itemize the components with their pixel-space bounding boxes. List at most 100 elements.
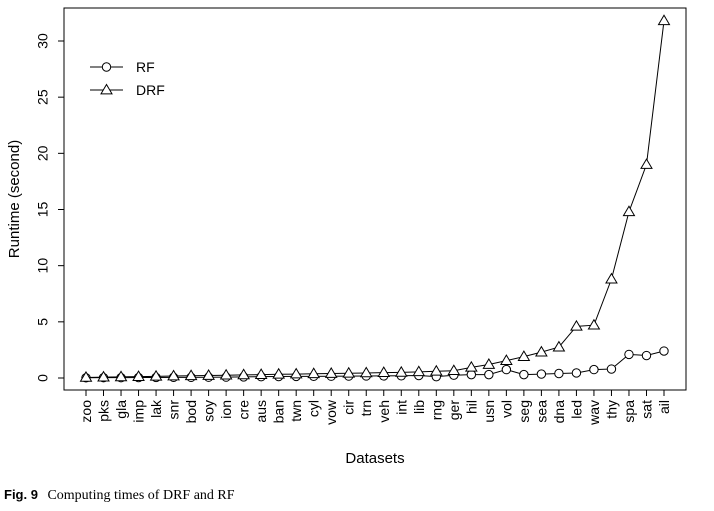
- x-tick-label: snr: [166, 400, 182, 420]
- legend-marker: [100, 83, 113, 95]
- x-tick-label: spa: [621, 400, 637, 423]
- figure-caption: Fig. 9 Computing times of DRF and RF: [4, 487, 235, 504]
- x-tick-label: lak: [148, 399, 164, 418]
- y-tick-label: 0: [35, 374, 51, 382]
- drf-point: [289, 367, 303, 379]
- drf-point: [272, 367, 286, 379]
- rf-point: [484, 369, 494, 380]
- rf-point: [466, 369, 477, 380]
- figure-caption-text: Computing times of DRF and RF: [47, 488, 235, 503]
- legend: RF DRF: [90, 59, 165, 98]
- drf-point: [622, 205, 636, 217]
- drf-point: [464, 360, 478, 372]
- x-tick-label: cre: [236, 400, 252, 420]
- x-tick-label: sea: [533, 400, 549, 423]
- x-axis: zoo pks gla imp lak snr bod soy ion cre aus ban twn c…: [78, 390, 672, 426]
- drf-point: [447, 364, 461, 376]
- series-layer: [79, 14, 671, 383]
- x-tick-label: trn: [358, 400, 374, 416]
- x-tick-label: vow: [323, 399, 339, 425]
- x-tick-label: ion: [218, 400, 234, 419]
- y-tick-label: 5: [35, 318, 51, 326]
- y-tick-label: 10: [35, 258, 51, 274]
- drf-point: [570, 319, 583, 331]
- x-tick-label: veh: [376, 400, 392, 423]
- drf-point: [359, 366, 373, 378]
- x-tick-label: sat: [638, 400, 654, 419]
- rf-point: [554, 368, 564, 379]
- x-tick-label: seg: [516, 400, 532, 423]
- x-tick-label: rng: [428, 400, 444, 420]
- rf-point: [641, 350, 652, 361]
- drf-point: [429, 364, 443, 376]
- drf-point: [202, 369, 215, 380]
- y-tick-label: 30: [35, 33, 51, 49]
- drf-point: [149, 369, 163, 381]
- rf-point: [659, 346, 669, 356]
- drf-point: [184, 369, 198, 381]
- drf-point: [237, 368, 251, 380]
- x-tick-label: thy: [603, 400, 619, 419]
- legend-marker: [101, 62, 112, 72]
- drf-point: [605, 272, 618, 284]
- chart: 0 5 10 15 20 25 30 zoo pks gla imp lak snr bod soy ion…: [6, 7, 687, 467]
- x-tick-label: hil: [463, 400, 479, 414]
- series-line-rf: [85, 350, 665, 379]
- rf-point: [536, 369, 547, 379]
- legend-item-drf: DRF: [90, 82, 165, 98]
- x-tick-label: twn: [288, 400, 304, 422]
- legend-label: RF: [136, 59, 155, 75]
- legend-item-rf: RF: [90, 59, 155, 75]
- drf-point: [167, 369, 180, 381]
- x-tick-label: wav: [586, 400, 602, 426]
- y-axis: 0 5 10 15 20 25 30: [35, 33, 64, 382]
- x-tick-label: pks: [96, 400, 112, 422]
- y-tick-label: 20: [35, 145, 51, 161]
- x-tick-label: cir: [341, 400, 357, 415]
- drf-point: [324, 367, 338, 378]
- drf-point: [97, 370, 110, 382]
- drf-point: [79, 370, 93, 382]
- drf-point: [482, 358, 496, 369]
- x-tick-label: ger: [446, 400, 462, 421]
- legend-label: DRF: [136, 82, 165, 98]
- drf-point: [307, 367, 321, 379]
- y-axis-title: Runtime (second): [6, 140, 23, 258]
- x-tick-label: soy: [201, 400, 217, 422]
- drf-point: [219, 368, 233, 380]
- figure-label: Fig. 9: [4, 487, 38, 502]
- y-tick-label: 25: [35, 89, 51, 105]
- x-tick-label: lib: [411, 400, 427, 414]
- drf-point: [517, 350, 531, 362]
- y-tick-label: 15: [35, 202, 51, 218]
- x-tick-label: ban: [271, 400, 287, 423]
- series-drf: [79, 14, 671, 382]
- series-line-drf: [85, 20, 665, 378]
- x-tick-label: dna: [551, 400, 567, 424]
- drf-point: [132, 370, 145, 382]
- x-tick-label: vol: [498, 400, 514, 418]
- rf-point: [624, 349, 634, 360]
- drf-point: [640, 158, 653, 169]
- x-axis-title: Datasets: [345, 450, 404, 467]
- drf-point: [587, 318, 601, 330]
- x-tick-label: led: [568, 400, 584, 419]
- rf-point: [589, 364, 599, 375]
- drf-point: [535, 345, 548, 357]
- x-tick-label: imp: [131, 400, 147, 423]
- rf-point: [519, 369, 529, 380]
- x-tick-label: gla: [113, 400, 129, 419]
- x-tick-label: usn: [481, 400, 497, 423]
- x-tick-label: zoo: [78, 400, 94, 423]
- drf-point: [499, 354, 513, 365]
- x-tick-label: aus: [253, 400, 269, 423]
- rf-point: [571, 368, 582, 378]
- x-tick-label: ail: [656, 400, 672, 414]
- rf-point: [501, 364, 512, 375]
- x-tick-label: bod: [183, 400, 199, 423]
- drf-point: [394, 365, 408, 377]
- drf-point: [412, 365, 426, 377]
- drf-point: [114, 370, 128, 382]
- plot-frame: [63, 7, 687, 391]
- drf-point: [377, 366, 391, 377]
